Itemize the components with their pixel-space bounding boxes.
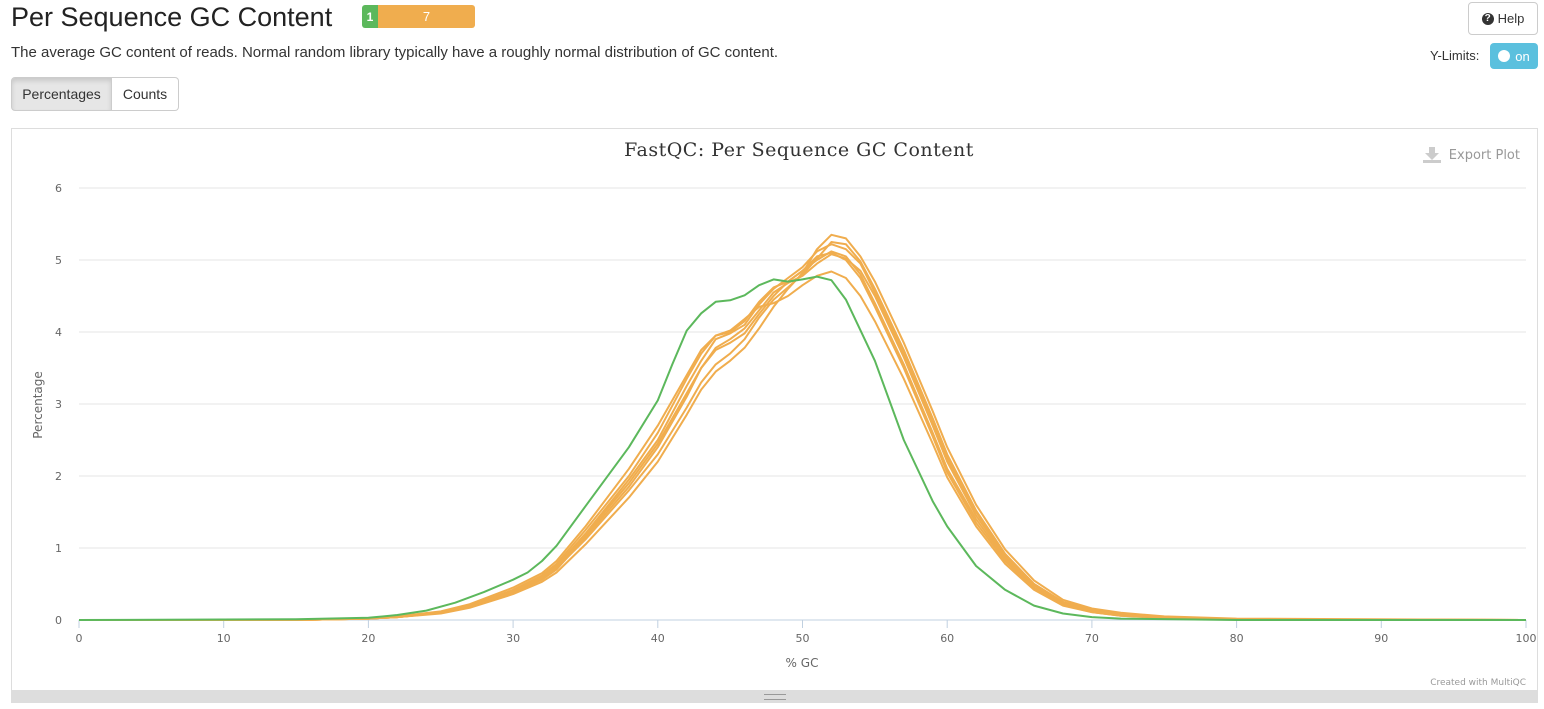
series-line-warn[interactable] (79, 233, 1527, 621)
y-axis-ticks: 0 1 2 3 4 5 6 (55, 182, 62, 627)
question-circle-icon: ? (1481, 12, 1494, 25)
help-label: Help (1497, 11, 1525, 26)
plot-resize-handle[interactable] (11, 691, 1538, 703)
x-tick-label: 100 (1516, 632, 1537, 645)
grip-icon (763, 694, 786, 700)
y-limits-toggle[interactable]: on (1490, 43, 1538, 69)
percentages-button[interactable]: Percentages (11, 77, 112, 111)
x-tick-label: 60 (940, 632, 954, 645)
toggle-knob-icon (1498, 50, 1511, 62)
export-plot-label: Export Plot (1449, 148, 1520, 163)
x-tick-label: 0 (76, 632, 83, 645)
toggle-label: on (1515, 48, 1530, 64)
x-axis-ticks: 0 10 20 30 40 50 60 70 80 90 100 (76, 620, 1537, 645)
x-tick-label: 90 (1374, 632, 1388, 645)
plot-container: 0 1 2 3 4 5 6 0 10 20 30 40 50 60 70 80 90 100 FastQC: P… (11, 128, 1538, 691)
series-line-warn[interactable] (79, 251, 1527, 621)
counts-button[interactable]: Counts (112, 77, 179, 111)
x-axis-label: % GC (786, 656, 819, 670)
series-line-warn[interactable] (79, 270, 1527, 621)
grid-lines (79, 187, 1526, 621)
x-tick-label: 30 (506, 632, 520, 645)
x-tick-label: 70 (1085, 632, 1099, 645)
y-tick-label: 5 (55, 254, 62, 267)
data-view-switch: Percentages Counts (11, 77, 179, 111)
series-line-pass[interactable] (78, 275, 1526, 621)
series-line-warn[interactable] (79, 253, 1527, 621)
series-line-warn[interactable] (79, 250, 1527, 621)
y-tick-label: 3 (55, 398, 62, 411)
x-tick-label: 80 (1230, 632, 1244, 645)
x-tick-label: 40 (651, 632, 665, 645)
x-tick-label: 20 (361, 632, 375, 645)
y-axis-label: Percentage (31, 371, 45, 439)
y-limits-label: Y-Limits: (1430, 48, 1480, 63)
series-line-warn[interactable] (79, 241, 1527, 621)
multiqc-credit: Created with MultiQC (1430, 678, 1526, 688)
y-tick-label: 1 (55, 542, 62, 555)
gc-content-chart: 0 1 2 3 4 5 6 0 10 20 30 40 50 60 70 80 90 100 FastQC: P… (31, 139, 1537, 688)
download-icon (1423, 147, 1441, 163)
y-tick-label: 6 (55, 182, 62, 195)
y-tick-label: 2 (55, 470, 62, 483)
export-plot-button[interactable]: Export Plot (1423, 147, 1520, 163)
section-title: Per Sequence GC Content (11, 2, 333, 32)
x-tick-label: 10 (217, 632, 231, 645)
y-tick-label: 0 (55, 614, 62, 627)
series-lines (78, 233, 1527, 621)
section-description: The average GC content of reads. Normal … (11, 44, 779, 61)
chart-title: FastQC: Per Sequence GC Content (624, 139, 974, 161)
status-bar[interactable]: 1 7 (362, 5, 475, 28)
series-line-warn[interactable] (79, 243, 1527, 621)
help-button[interactable]: ? Help (1468, 2, 1538, 35)
x-tick-label: 50 (796, 632, 810, 645)
y-tick-label: 4 (55, 326, 62, 339)
status-warn-count[interactable]: 7 (378, 5, 475, 28)
status-pass-count[interactable]: 1 (362, 5, 378, 28)
